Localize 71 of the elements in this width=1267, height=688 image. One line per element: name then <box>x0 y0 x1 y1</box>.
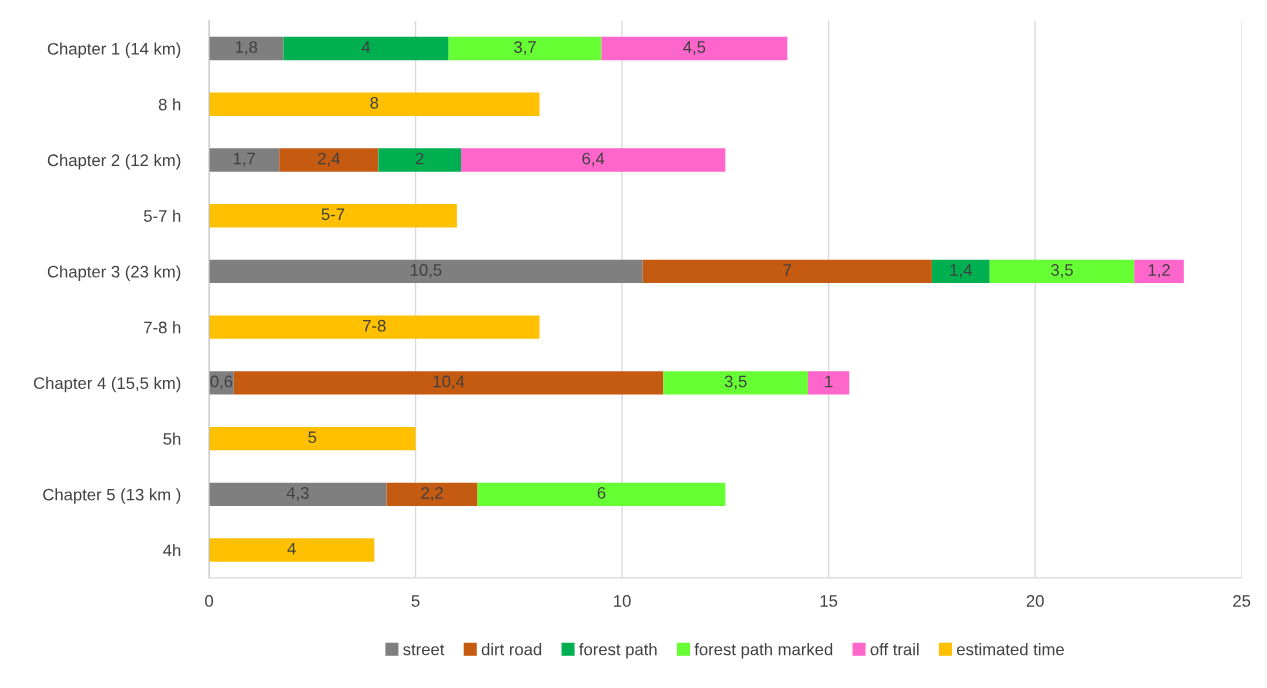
y-tick-label: 5-7 h <box>143 209 181 222</box>
bar <box>209 203 457 228</box>
bar <box>477 482 726 507</box>
y-tick-label: Chapter 5 (13 km ) <box>43 488 181 504</box>
data-label: 6,4 <box>582 152 605 167</box>
bar <box>601 36 788 61</box>
bar <box>989 259 1135 284</box>
legend-label: street <box>403 644 445 656</box>
y-tick-label: Chapter 3 (23 km) <box>47 265 181 281</box>
bar <box>209 315 540 339</box>
y-tick-label: Chapter 1 (14 km) <box>47 42 181 58</box>
data-label: 2 <box>415 152 424 165</box>
bar <box>209 148 280 172</box>
bar <box>233 371 664 395</box>
y-tick-label: Chapter 4 (15,5 km) <box>33 376 181 393</box>
legend-label: estimated time <box>957 643 1064 656</box>
x-tick-label: 25 <box>1233 595 1251 607</box>
data-label: 10,5 <box>410 264 442 278</box>
y-tick-label: 5h <box>163 432 181 445</box>
data-label: 1,2 <box>1148 264 1170 278</box>
data-label: 3,7 <box>514 41 536 55</box>
x-tick-label: 10 <box>614 595 631 607</box>
data-label: 1,8 <box>235 41 258 55</box>
data-label: 4,3 <box>286 487 309 501</box>
bar <box>209 482 387 507</box>
data-label: 4,5 <box>683 41 706 55</box>
data-label: 3,5 <box>1051 264 1073 278</box>
bar <box>209 538 375 562</box>
bar <box>209 259 643 284</box>
data-label: 4 <box>287 542 296 555</box>
data-label: 1,4 <box>950 264 972 278</box>
bar <box>461 148 726 172</box>
x-tick-label: 0 <box>205 595 214 607</box>
data-label: 10,4 <box>433 375 465 390</box>
data-label: 7 <box>783 264 792 276</box>
bar <box>283 36 449 61</box>
legend-label: forest path marked <box>694 643 833 659</box>
data-label: 5 <box>308 431 317 444</box>
bar <box>209 92 540 116</box>
bar <box>378 148 462 172</box>
y-tick-label: 7-8 h <box>144 321 181 334</box>
legend-label: dirt road <box>481 643 542 656</box>
bar <box>931 259 990 284</box>
y-tick-label: Chapter 2 (12 km) <box>47 153 181 170</box>
bar <box>663 371 808 395</box>
legend-label: off trail <box>870 643 919 656</box>
data-label: 1 <box>825 375 833 388</box>
bar <box>642 259 932 284</box>
x-tick-label: 20 <box>1026 595 1044 607</box>
legend-label: forest path <box>579 643 657 659</box>
bar <box>448 36 602 61</box>
x-tick-label: 15 <box>820 595 838 607</box>
data-label: 5-7 <box>321 208 345 221</box>
data-label: 7-8 <box>363 319 386 332</box>
x-tick-label: 5 <box>411 595 420 607</box>
data-label: 1,7 <box>233 152 255 167</box>
bar <box>1134 259 1184 284</box>
bar <box>807 371 850 395</box>
data-label: 4 <box>361 41 371 53</box>
data-label: 2,4 <box>318 152 340 167</box>
y-tick-label: 8 h <box>158 98 181 111</box>
bar <box>209 426 416 451</box>
bar <box>279 148 379 172</box>
data-label: 2,2 <box>421 487 443 501</box>
data-label: 8 <box>370 96 379 109</box>
data-label: 3,5 <box>724 375 747 390</box>
y-tick-label: 4h <box>163 544 181 557</box>
bar <box>386 482 478 507</box>
data-label: 0,6 <box>210 375 233 390</box>
bar <box>209 36 284 61</box>
data-label: 6 <box>597 487 606 499</box>
